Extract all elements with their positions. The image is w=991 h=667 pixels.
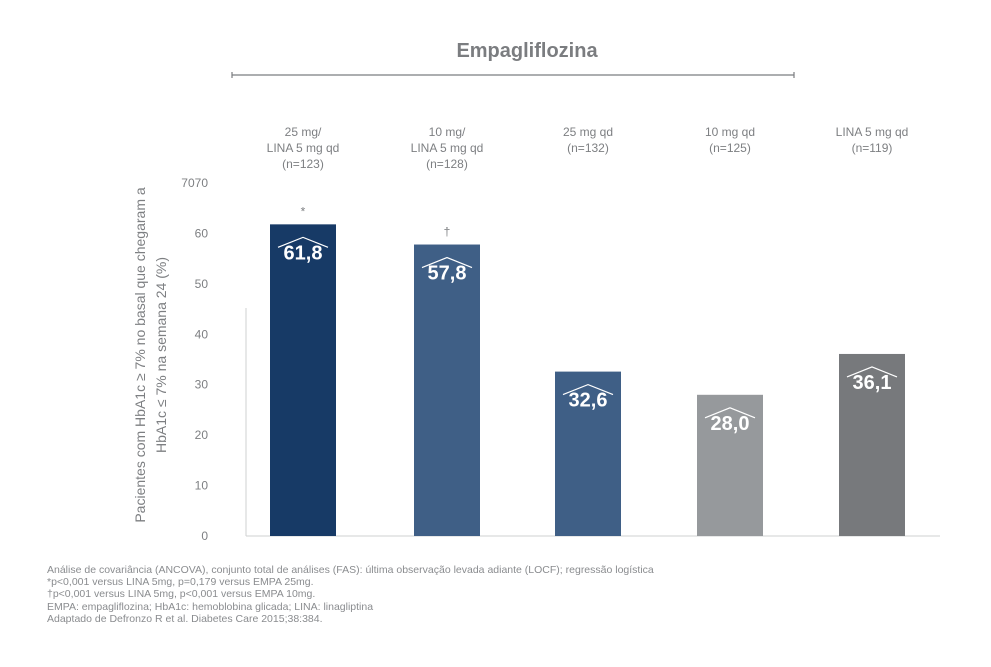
category-label: (n=119) (852, 141, 893, 155)
footnote-asterisk: *p<0,001 versus LINA 5mg, p=0,179 versus… (47, 576, 314, 589)
category-label: 10 mg/ (429, 125, 466, 139)
y-tick-label-top: 7070 (181, 176, 208, 190)
category-label: LINA 5 mg qd (411, 141, 484, 155)
category-label: 10 mg qd (705, 125, 755, 139)
chart-title: Empagliflozina (456, 40, 598, 62)
category-label: LINA 5 mg qd (267, 141, 340, 155)
significance-marker: * (301, 204, 306, 218)
bar-data-label: 28,0 (711, 413, 750, 435)
bar-cap-chevron (846, 366, 898, 378)
y-axis-label: Pacientes com HbA1c ≥ 7% no basal que ch… (132, 187, 169, 523)
bar-data-label: 61,8 (284, 242, 323, 264)
bar-cap-chevron (277, 236, 329, 248)
category-label: 25 mg qd (563, 125, 613, 139)
category-label: (n=132) (567, 141, 609, 155)
y-axis-label-line: HbA1c ≤ 7% na semana 24 (%) (153, 257, 169, 453)
footnote-abbreviations: EMPA: empagliflozina; HbA1c: hemoblobina… (47, 600, 374, 613)
footnotes: Análise de covariância (ANCOVA), conjunt… (47, 564, 654, 625)
bar-data-label: 57,8 (428, 263, 467, 285)
y-tick-label: 10 (195, 479, 209, 493)
bar (270, 224, 336, 536)
bar-cap-chevron (562, 383, 614, 396)
bar-data-label: 32,6 (569, 390, 608, 412)
y-axis-label-line: Pacientes com HbA1c ≥ 7% no basal que ch… (132, 187, 148, 523)
bar (697, 394, 763, 536)
y-tick-label: 20 (195, 428, 209, 442)
category-label: (n=125) (709, 141, 751, 155)
bar (555, 371, 621, 536)
category-label: LINA 5 mg qd (836, 125, 909, 139)
footnote-source: Adaptado de Defronzo R et al. Diabetes C… (47, 612, 323, 625)
y-tick-label: 0 (201, 529, 208, 543)
bar (414, 244, 480, 536)
footnote-methods: Análise de covariância (ANCOVA), conjunt… (47, 564, 654, 576)
bar-cap-chevron (421, 256, 473, 269)
bar (839, 353, 905, 536)
y-tick-label: 40 (195, 327, 209, 341)
y-tick-label: 50 (195, 277, 209, 291)
significance-marker: † (444, 225, 451, 239)
category-label: (n=123) (282, 157, 324, 171)
y-tick-label: 60 (195, 226, 209, 240)
footnote-dagger: †p<0,001 versus LINA 5mg, p<0,001 versus… (47, 588, 316, 601)
category-label: 25 mg/ (285, 125, 322, 139)
bar-data-label: 36,1 (853, 372, 892, 394)
y-tick-label: 30 (195, 378, 209, 392)
bar-cap-chevron (704, 407, 756, 419)
category-label: (n=128) (426, 157, 468, 171)
